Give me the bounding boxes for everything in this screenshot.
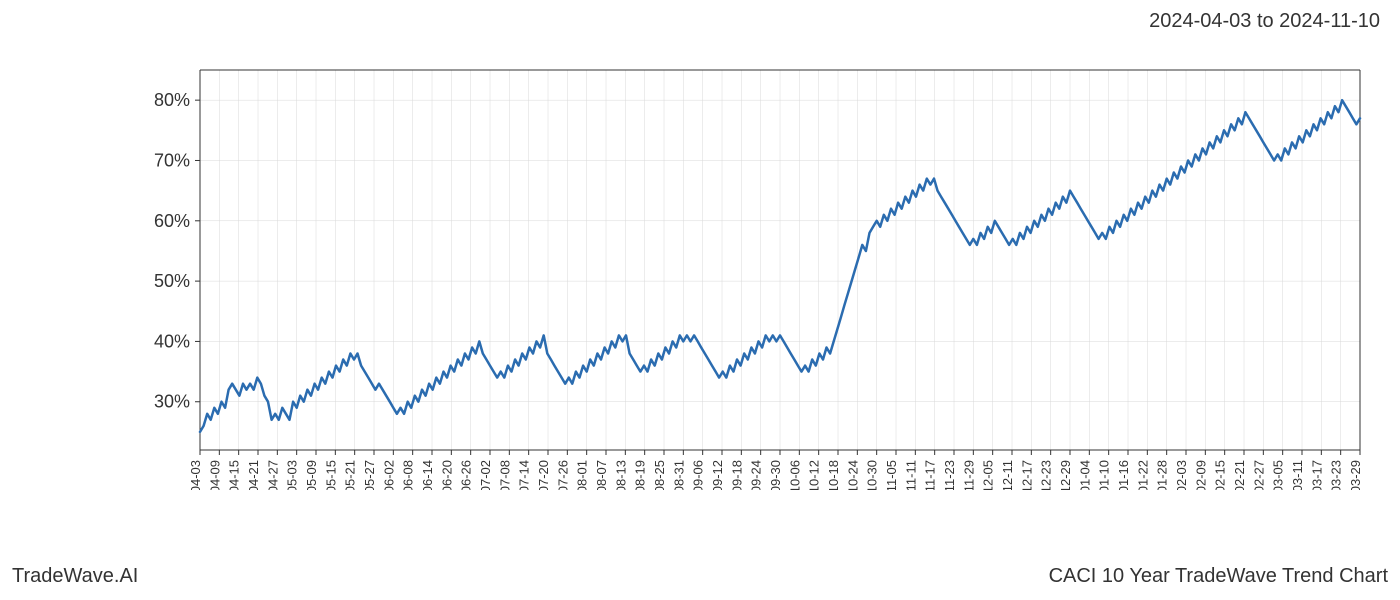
svg-text:11-05: 11-05 bbox=[884, 460, 899, 490]
svg-text:03-11: 03-11 bbox=[1290, 460, 1305, 490]
svg-text:04-03: 04-03 bbox=[188, 460, 203, 490]
svg-text:12-23: 12-23 bbox=[1039, 460, 1054, 490]
svg-text:06-20: 06-20 bbox=[439, 460, 454, 490]
svg-text:03-05: 03-05 bbox=[1271, 460, 1286, 490]
svg-text:04-27: 04-27 bbox=[265, 460, 280, 490]
svg-text:04-09: 04-09 bbox=[207, 460, 222, 490]
svg-text:60%: 60% bbox=[154, 211, 190, 231]
svg-text:09-24: 09-24 bbox=[749, 460, 764, 490]
svg-text:80%: 80% bbox=[154, 90, 190, 110]
svg-text:30%: 30% bbox=[154, 392, 190, 412]
svg-text:10-06: 10-06 bbox=[787, 460, 802, 490]
svg-text:09-12: 09-12 bbox=[710, 460, 725, 490]
footer-brand: TradeWave.AI bbox=[12, 565, 138, 588]
svg-text:11-17: 11-17 bbox=[923, 460, 938, 490]
footer-title: CACI 10 Year TradeWave Trend Chart bbox=[1049, 565, 1388, 588]
svg-text:06-26: 06-26 bbox=[459, 460, 474, 490]
svg-text:12-17: 12-17 bbox=[1019, 460, 1034, 490]
svg-text:12-29: 12-29 bbox=[1058, 460, 1073, 490]
svg-text:04-15: 04-15 bbox=[227, 460, 242, 490]
svg-text:12-05: 12-05 bbox=[981, 460, 996, 490]
svg-text:70%: 70% bbox=[154, 150, 190, 170]
svg-text:05-15: 05-15 bbox=[323, 460, 338, 490]
svg-text:01-04: 01-04 bbox=[1077, 460, 1092, 490]
svg-text:05-27: 05-27 bbox=[362, 460, 377, 490]
svg-text:02-09: 02-09 bbox=[1193, 460, 1208, 490]
svg-text:07-20: 07-20 bbox=[536, 460, 551, 490]
svg-text:04-21: 04-21 bbox=[246, 460, 261, 490]
svg-text:10-24: 10-24 bbox=[845, 460, 860, 490]
svg-text:11-29: 11-29 bbox=[961, 460, 976, 490]
svg-text:08-31: 08-31 bbox=[671, 460, 686, 490]
svg-text:02-21: 02-21 bbox=[1232, 460, 1247, 490]
svg-text:03-29: 03-29 bbox=[1348, 460, 1363, 490]
chart-container: 30% 40% 50% 60% 70% 80% 04-03 04-09 04-15 04-21 04… bbox=[140, 60, 1370, 490]
svg-text:08-01: 08-01 bbox=[575, 460, 590, 490]
svg-text:08-13: 08-13 bbox=[613, 460, 628, 490]
date-range: 2024-04-03 to 2024-11-10 bbox=[1149, 10, 1380, 33]
svg-text:01-16: 01-16 bbox=[1116, 460, 1131, 490]
svg-text:02-03: 02-03 bbox=[1174, 460, 1189, 490]
svg-text:11-23: 11-23 bbox=[942, 460, 957, 490]
svg-text:03-17: 03-17 bbox=[1309, 460, 1324, 490]
svg-text:02-27: 02-27 bbox=[1251, 460, 1266, 490]
svg-text:05-21: 05-21 bbox=[343, 460, 358, 490]
svg-text:08-07: 08-07 bbox=[594, 460, 609, 490]
svg-text:10-12: 10-12 bbox=[807, 460, 822, 490]
svg-text:07-14: 07-14 bbox=[517, 460, 532, 490]
svg-text:05-09: 05-09 bbox=[304, 460, 319, 490]
svg-text:10-18: 10-18 bbox=[826, 460, 841, 490]
svg-text:09-18: 09-18 bbox=[729, 460, 744, 490]
svg-text:50%: 50% bbox=[154, 271, 190, 291]
svg-text:01-22: 01-22 bbox=[1135, 460, 1150, 490]
svg-text:02-15: 02-15 bbox=[1213, 460, 1228, 490]
svg-text:03-23: 03-23 bbox=[1329, 460, 1344, 490]
svg-text:07-02: 07-02 bbox=[478, 460, 493, 490]
svg-text:09-06: 09-06 bbox=[691, 460, 706, 490]
svg-text:12-11: 12-11 bbox=[1000, 460, 1015, 490]
svg-text:07-26: 07-26 bbox=[555, 460, 570, 490]
svg-text:06-02: 06-02 bbox=[381, 460, 396, 490]
svg-text:08-25: 08-25 bbox=[652, 460, 667, 490]
svg-text:08-19: 08-19 bbox=[633, 460, 648, 490]
svg-text:01-10: 01-10 bbox=[1097, 460, 1112, 490]
svg-text:06-08: 06-08 bbox=[401, 460, 416, 490]
svg-text:09-30: 09-30 bbox=[768, 460, 783, 490]
svg-text:40%: 40% bbox=[154, 331, 190, 351]
svg-text:07-08: 07-08 bbox=[497, 460, 512, 490]
trend-chart: 30% 40% 50% 60% 70% 80% 04-03 04-09 04-15 04-21 04… bbox=[140, 60, 1370, 490]
svg-text:10-30: 10-30 bbox=[865, 460, 880, 490]
svg-text:05-03: 05-03 bbox=[285, 460, 300, 490]
svg-text:01-28: 01-28 bbox=[1155, 460, 1170, 490]
svg-text:11-11: 11-11 bbox=[903, 460, 918, 490]
svg-text:06-14: 06-14 bbox=[420, 460, 435, 490]
